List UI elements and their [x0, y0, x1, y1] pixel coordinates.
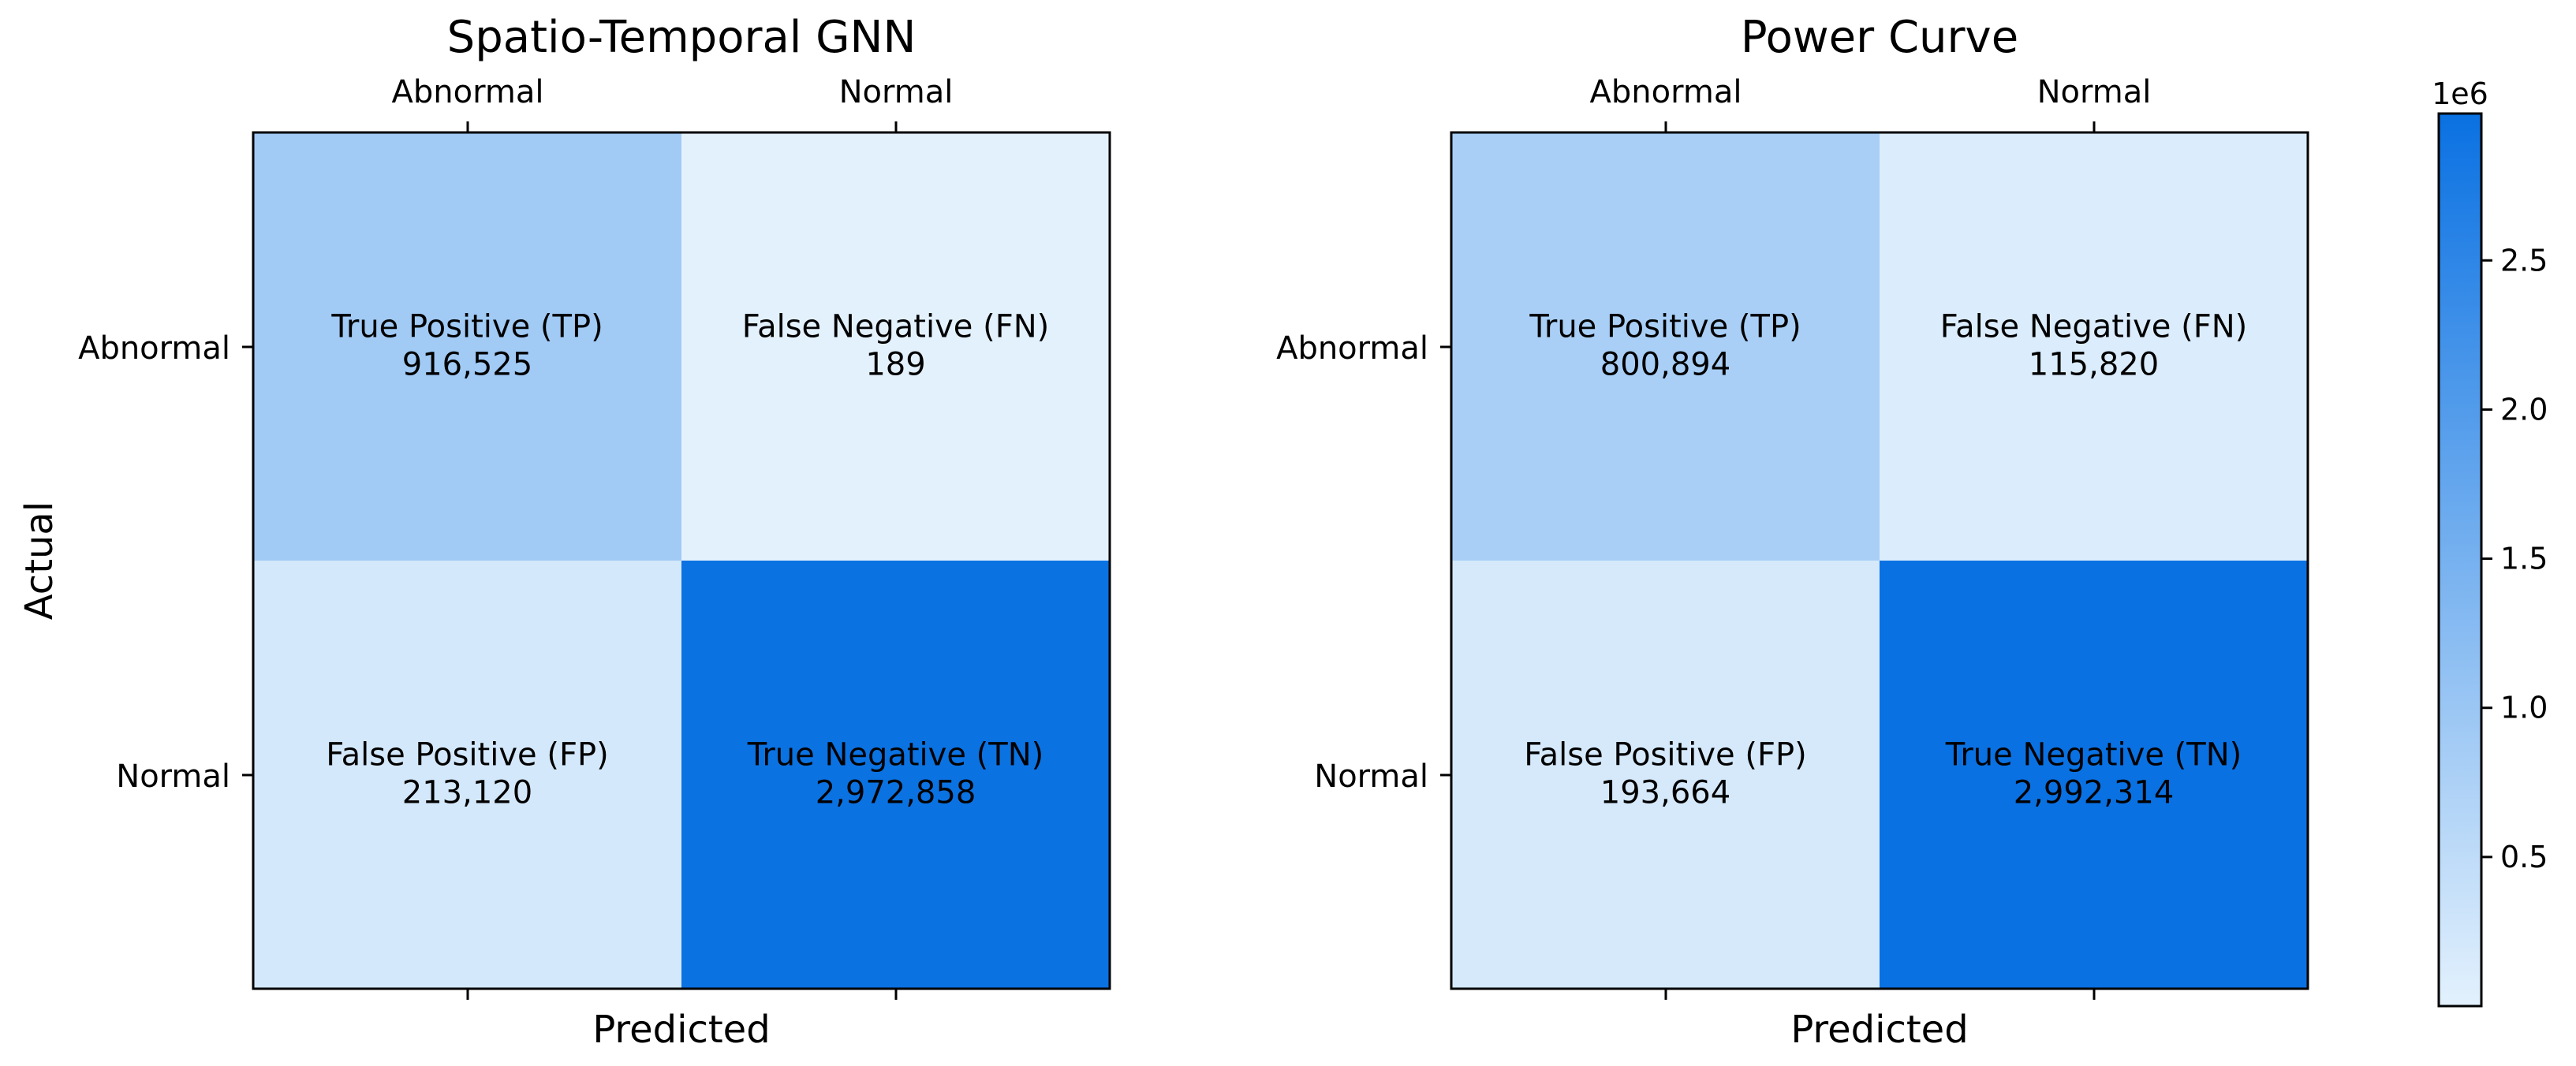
panel-power-curve: Power Curve True Positive (TP)800,894 Fal… — [1276, 12, 2309, 1052]
colorbar: 1e6 0.5 1.0 1.5 2.0 2.5 — [2432, 76, 2548, 1008]
y-tick-label: Abnormal — [78, 330, 230, 367]
cell-label: True Positive (TP) — [1529, 309, 1801, 345]
cell-label: True Negative (TN) — [747, 737, 1043, 773]
y-ticks: Abnormal Normal — [78, 330, 253, 795]
colorbar-tick-label: 1.5 — [2500, 542, 2548, 576]
cell-value: 189 — [865, 347, 925, 383]
heatmap-cells: True Positive (TP)916,525 False Negative … — [253, 132, 1110, 989]
heatmap-cell — [1451, 132, 1880, 561]
cell-label: False Negative (FN) — [742, 309, 1050, 345]
colorbar-gradient — [2439, 114, 2481, 1006]
cell-value: 115,820 — [2029, 347, 2159, 383]
cell-label: True Positive (TP) — [330, 309, 603, 345]
heatmap-cell — [253, 132, 681, 561]
heatmap-cell — [1880, 561, 2308, 989]
x-axis-label: Predicted — [592, 1008, 770, 1052]
heatmap-cell — [1451, 561, 1880, 989]
x-ticks-top: Abnormal Normal — [1590, 74, 2152, 132]
plot-frame — [1450, 131, 2309, 990]
x-ticks-bottom — [466, 989, 898, 1000]
cell-label: False Negative (FN) — [1940, 309, 2248, 345]
heatmap-cell — [681, 132, 1110, 561]
cell-value: 193,664 — [1600, 775, 1730, 811]
cell-label: False Positive (FP) — [326, 737, 608, 773]
colorbar-tick-label: 1.0 — [2500, 691, 2548, 725]
cell-label: True Negative (TN) — [1945, 737, 2242, 773]
colorbar-tick-label: 2.0 — [2500, 392, 2548, 427]
y-tick-label: Abnormal — [1276, 330, 1428, 367]
x-axis-label: Predicted — [1790, 1008, 1968, 1052]
x-tick-label: Normal — [2037, 74, 2152, 110]
x-tick-label: Abnormal — [392, 74, 544, 110]
panel-spatio-temporal-gnn: Spatio-Temporal GNN True Positive (TP)91… — [17, 12, 1111, 1052]
colorbar-tick-label: 0.5 — [2500, 840, 2548, 874]
plot-frame — [252, 131, 1111, 990]
cell-value: 2,972,858 — [816, 775, 976, 811]
colorbar-tick-label: 2.5 — [2500, 243, 2548, 278]
cell-label: False Positive (FP) — [1524, 737, 1806, 773]
colorbar-exponent-label: 1e6 — [2432, 76, 2488, 111]
y-ticks: Abnormal Normal — [1276, 330, 1451, 795]
y-axis-label: Actual — [17, 501, 62, 620]
x-ticks-bottom — [1664, 989, 2096, 1000]
heatmap-cell — [253, 561, 681, 989]
cell-value: 916,525 — [402, 347, 532, 383]
panel-title: Power Curve — [1741, 12, 2018, 63]
x-ticks-top: Abnormal Normal — [392, 74, 954, 132]
colorbar-ticks: 0.5 1.0 1.5 2.0 2.5 — [2481, 243, 2548, 874]
panel-title: Spatio-Temporal GNN — [447, 12, 917, 63]
heatmap-cells: True Positive (TP)800,894 False Negative … — [1451, 132, 2308, 989]
cell-value: 800,894 — [1600, 347, 1730, 383]
y-tick-label: Normal — [1314, 758, 1428, 795]
cell-value: 213,120 — [402, 775, 532, 811]
y-tick-label: Normal — [116, 758, 230, 795]
heatmap-cell — [681, 561, 1110, 989]
heatmap-cell — [1880, 132, 2308, 561]
x-tick-label: Normal — [839, 74, 954, 110]
cell-value: 2,992,314 — [2014, 775, 2175, 811]
x-tick-label: Abnormal — [1590, 74, 1742, 110]
